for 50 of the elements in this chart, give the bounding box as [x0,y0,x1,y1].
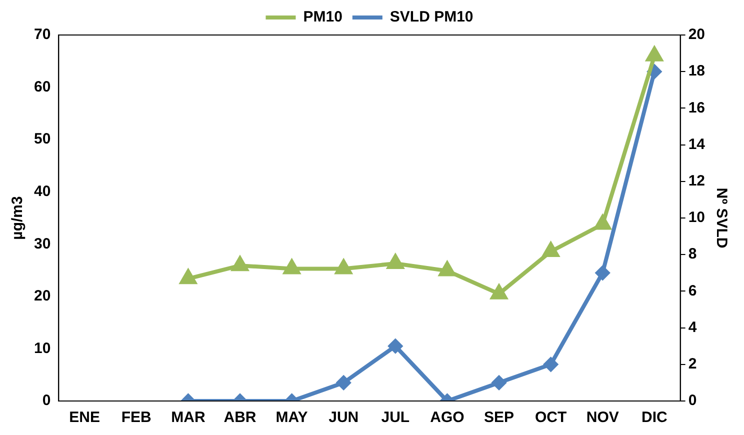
x-tick-label: SEP [484,409,514,426]
point [596,266,610,280]
x-tick-label: FEB [121,409,152,426]
point [388,339,402,354]
y2-axis-title: Nº SVLD [712,188,730,248]
x-tick-label: JUL [381,409,410,426]
point [594,215,611,230]
y-tick-label: 10 [34,340,51,357]
y-tick-label: 60 [34,78,51,96]
y2-tick-label: 16 [688,99,706,116]
point [439,262,456,276]
legend-label: SVLD PM10 [390,8,474,26]
point [336,260,352,274]
y2-tick-label: 14 [688,136,706,153]
x-tick-label: OCT [534,409,567,426]
y2-tick-label: 4 [688,318,698,336]
x-tick-label: NOV [586,409,619,426]
y2-tick-label: 2 [688,356,697,373]
y2-tick-label: 0 [688,392,697,410]
y2-tick-label: 12 [688,172,706,190]
y-tick-label: 50 [34,130,51,148]
y-tick-label: 20 [34,288,51,305]
y2-tick-label: 8 [688,246,697,263]
x-tick-label: ABR [224,409,256,426]
x-tick-label: ENE [69,409,100,426]
y2-tick-label: 10 [688,209,706,226]
point [542,242,559,257]
y-tick-label: 0 [42,392,51,410]
point [387,254,404,269]
point [492,376,506,390]
y-tick-label: 70 [34,26,51,44]
x-tick-label: DIC [641,409,668,426]
point [284,260,300,274]
y2-tick-label: 20 [688,26,706,44]
legend-label: PM10 [303,8,342,26]
x-tick-label: MAR [171,409,206,426]
point [180,270,196,284]
point [336,376,351,390]
x-tick-label: AGO [430,409,465,426]
point [646,46,662,62]
x-tick-label: JUN [328,409,359,426]
y-tick-label: 30 [34,235,51,252]
x-tick-label: MAY [276,409,308,426]
point [544,357,558,372]
y2-tick-label: 6 [688,282,697,300]
y-tick-label: 40 [34,183,51,200]
y-axis-title: µg/m3 [9,196,26,240]
point [232,256,248,272]
y2-tick-label: 18 [688,62,706,80]
point [490,284,508,300]
